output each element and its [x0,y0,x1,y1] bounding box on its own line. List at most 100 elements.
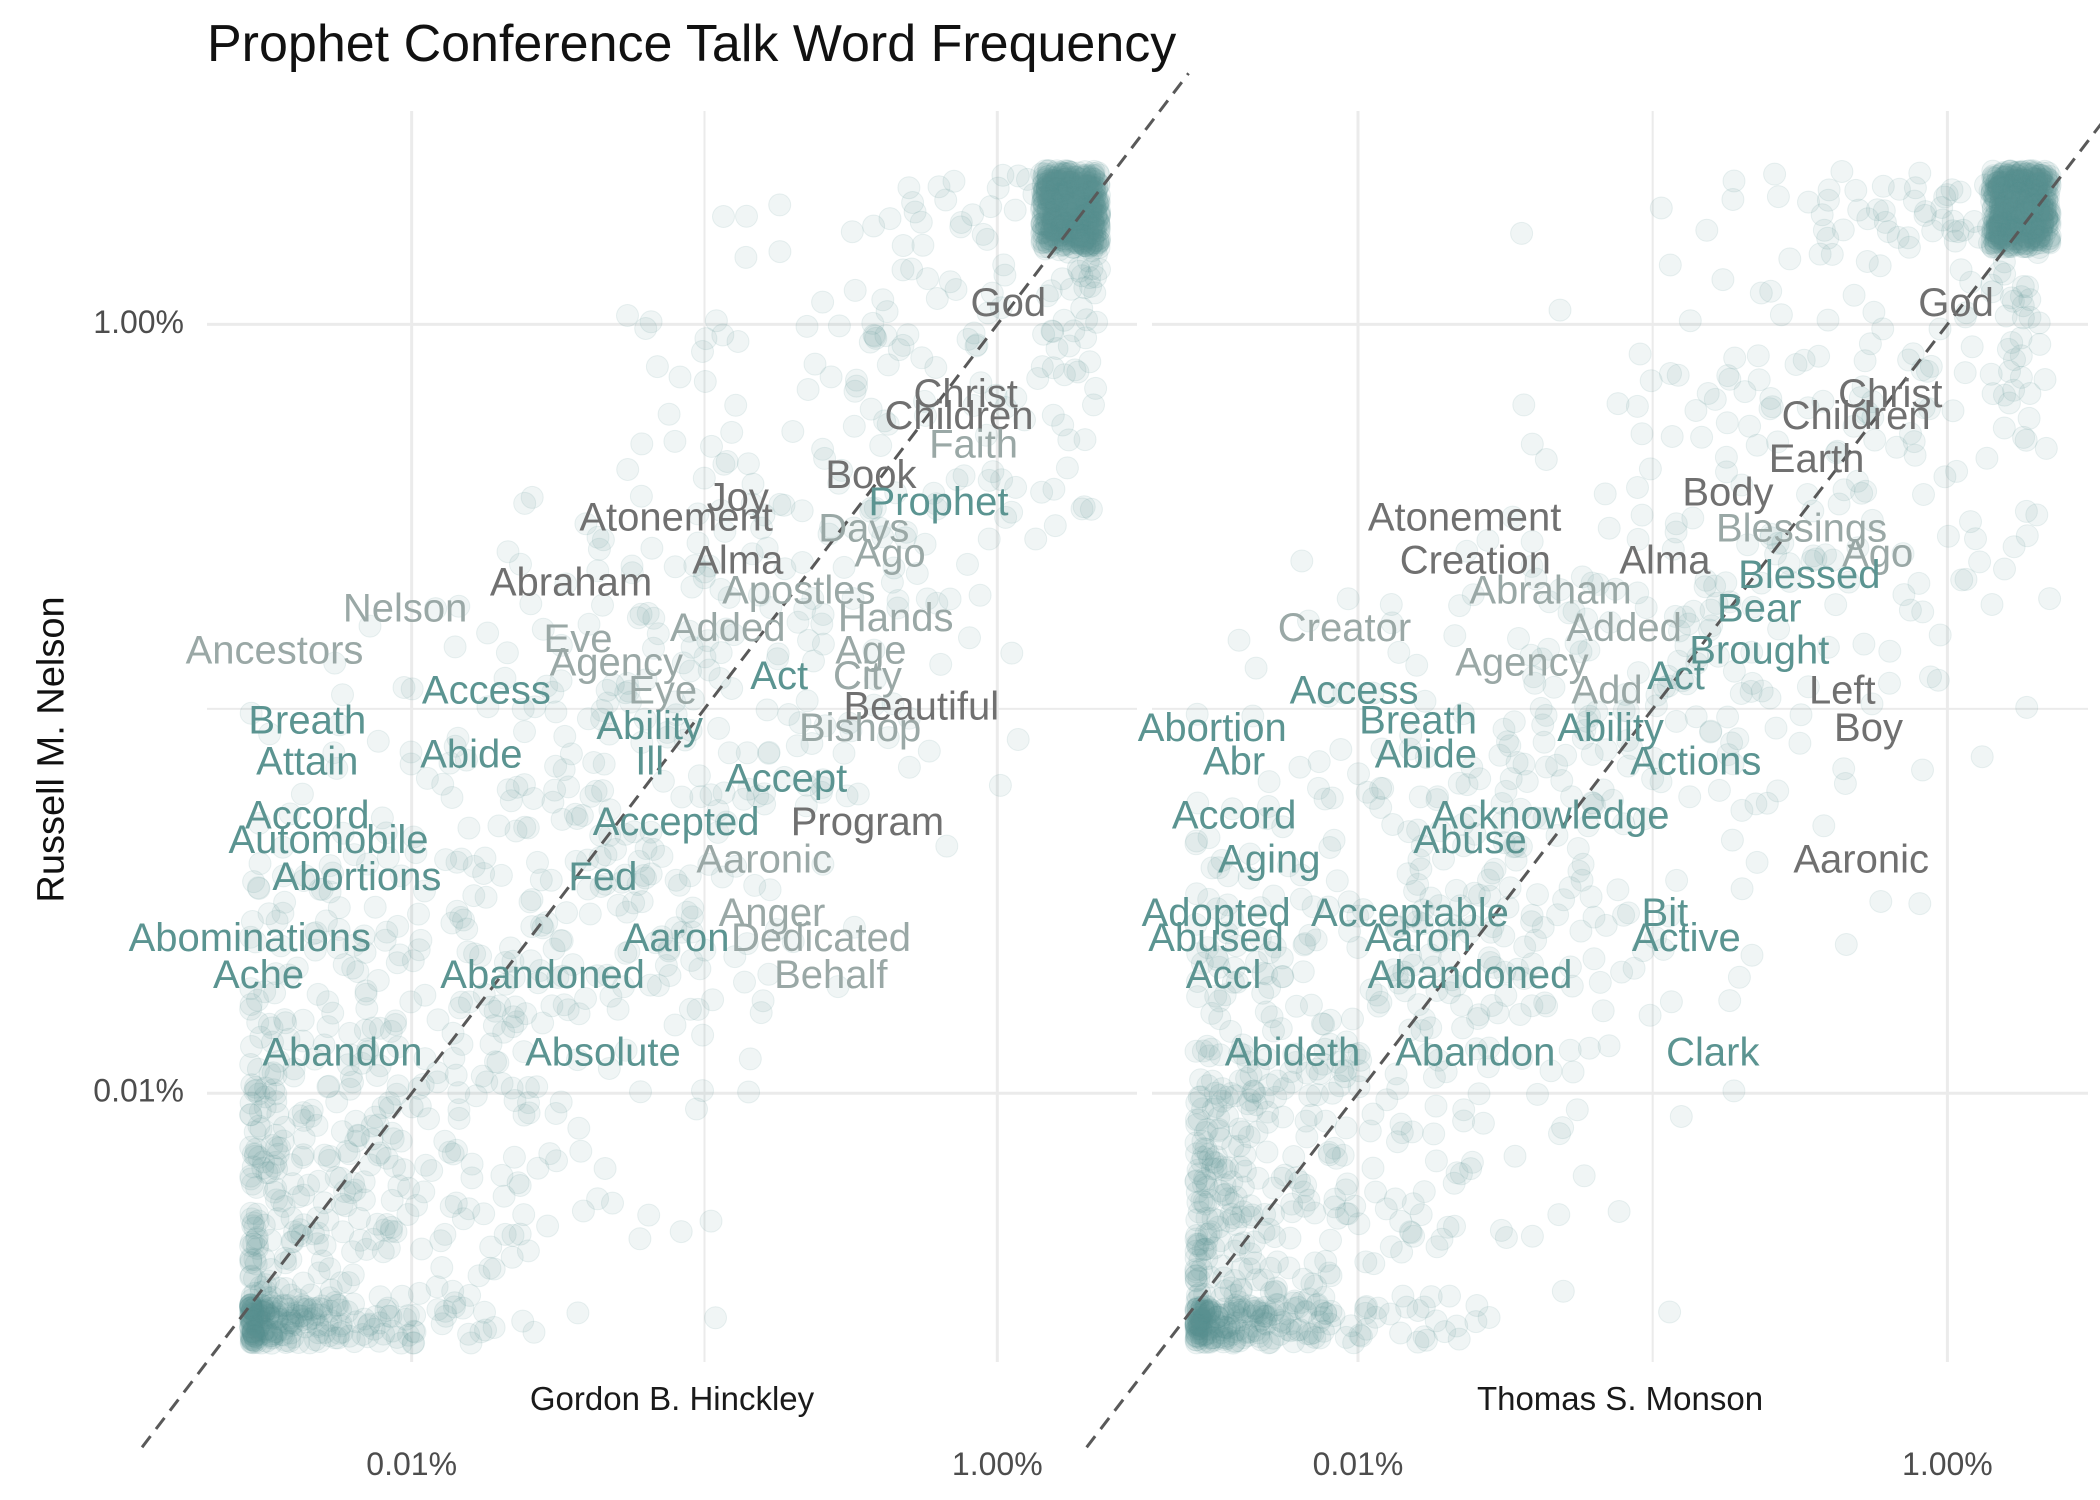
data-point [751,989,775,1013]
data-point [1361,1156,1385,1180]
data-point [1057,212,1081,236]
data-point [239,993,263,1016]
data-point [1061,208,1085,232]
data-point [405,1194,428,1217]
data-point [379,1304,403,1328]
data-point [261,1154,285,1178]
data-point [917,739,941,763]
data-point [2009,344,2033,368]
data-point [717,741,741,765]
data-point [617,679,641,703]
data-point [1659,362,1682,385]
data-point [595,678,619,702]
data-point [1313,787,1337,811]
data-point [1034,170,1058,193]
data-point [384,1220,408,1244]
data-point [1318,836,1342,859]
data-point [335,1139,359,1163]
data-point [252,1301,276,1324]
data-point [384,1009,408,1033]
data-point [344,1129,368,1153]
data-point [935,834,959,858]
data-point [627,849,651,873]
data-point [617,940,641,963]
data-point [277,1297,300,1321]
data-point [500,1245,524,1269]
data-point [1745,850,1769,874]
data-point [1080,166,1104,190]
data-point [1087,204,1111,228]
data-point [743,873,767,897]
data-point [240,1230,263,1254]
data-point [363,1105,387,1129]
data-point [862,693,886,717]
data-point [639,310,663,334]
data-point [670,920,694,944]
data-point [1057,428,1081,452]
data-point [1820,242,1844,266]
data-point [274,1011,298,1035]
word-label: Actions [1630,739,1761,783]
data-point [1031,216,1055,239]
data-point [1055,182,1079,206]
data-point [255,1320,279,1344]
data-point [305,1113,329,1137]
data-point [1087,201,1111,225]
data-point [845,374,868,398]
data-point [1031,203,1055,227]
data-point [362,1317,386,1341]
data-point [1265,1276,1288,1300]
data-point [723,945,747,969]
data-point [1512,393,1536,417]
data-point [325,1090,349,1114]
data-point [403,1320,427,1344]
data-point [1049,234,1073,257]
word-label: Bishop [799,706,921,750]
data-point [1328,1074,1352,1098]
data-point [319,1309,343,1332]
data-point [239,1234,263,1258]
data-point [244,1331,268,1354]
data-point [1087,211,1111,234]
data-point [517,1091,540,1115]
data-point [450,1032,474,1056]
data-point [1037,164,1060,188]
data-point [842,414,866,438]
data-point [897,176,921,200]
data-point [257,1304,281,1328]
data-point [1075,212,1099,235]
data-point [244,1078,268,1102]
data-point [249,1314,273,1338]
data-point [1630,422,1654,446]
data-point [1291,960,1315,984]
data-point [683,554,707,577]
data-point [1031,220,1055,244]
data-point [1071,219,1095,243]
data-point [306,982,330,1006]
data-point [295,1297,319,1321]
data-point [554,572,578,596]
data-point [1036,197,1060,221]
data-point [1077,171,1101,195]
data-point [1520,994,1544,1018]
data-point [259,1323,283,1347]
data-point [1597,1034,1621,1058]
data-point [1975,446,1999,470]
data-point [1066,212,1090,236]
data-point [1711,268,1735,292]
data-point [330,1320,354,1344]
data-point [303,938,327,962]
data-point [445,850,469,874]
data-point [590,698,614,722]
data-point [1053,227,1077,251]
data-point [474,885,498,909]
data-point [1323,1187,1347,1211]
data-point [318,854,342,878]
data-point [394,1307,418,1331]
data-point [1080,170,1104,193]
data-point [701,988,725,1012]
data-point [526,1156,550,1180]
data-point [1520,432,1544,456]
data-point [306,1296,330,1320]
data-point [863,324,887,348]
